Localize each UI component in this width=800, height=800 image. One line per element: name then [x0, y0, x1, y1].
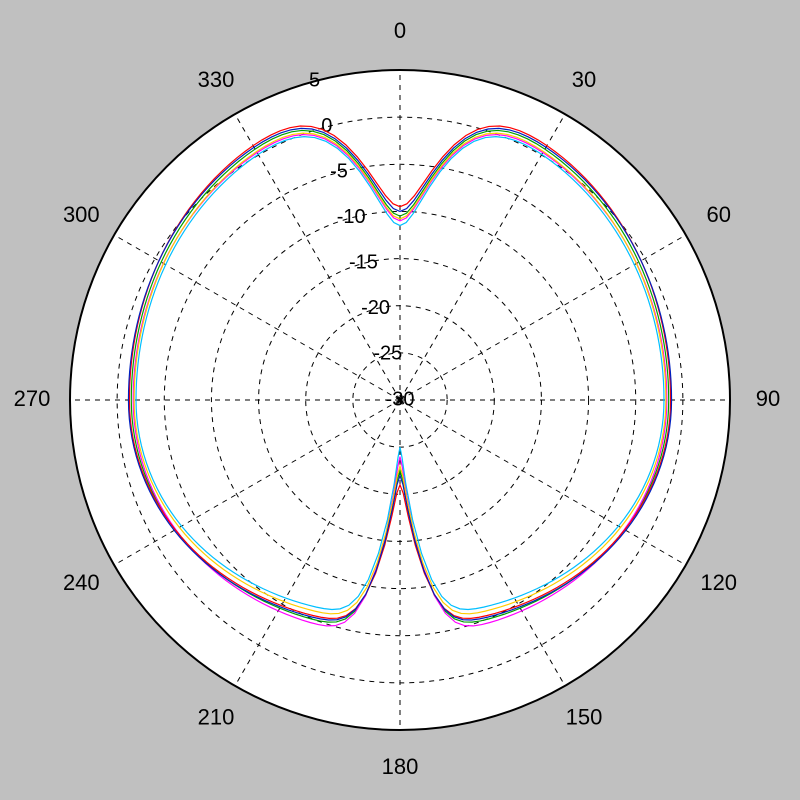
angle-tick-label: 210 — [198, 705, 235, 730]
angle-tick-label: 180 — [382, 754, 419, 779]
angle-tick-label: 30 — [572, 67, 596, 92]
radial-tick-label: -20 — [361, 297, 390, 319]
polar-chart: 0 30 60 90 120 150 180 210 240 270 300 330 -30 -25 -20… — [0, 0, 800, 800]
angle-tick-label: 0 — [394, 18, 406, 43]
radial-tick-label: -5 — [330, 161, 348, 183]
radial-tick-label: -30 — [386, 388, 415, 410]
radial-tick-label: -15 — [349, 252, 378, 274]
angle-tick-label: 330 — [198, 67, 235, 92]
angle-tick-label: 240 — [63, 570, 100, 595]
radial-tick-label: -10 — [337, 206, 366, 228]
radial-tick-label: -25 — [373, 343, 402, 365]
angle-tick-label: 90 — [756, 386, 780, 411]
angle-tick-label: 300 — [63, 202, 100, 227]
angle-tick-label: 150 — [566, 705, 603, 730]
angle-tick-label: 120 — [700, 570, 737, 595]
angle-tick-label: 60 — [706, 202, 730, 227]
angle-tick-label: 270 — [14, 386, 51, 411]
radial-tick-label: 5 — [309, 70, 320, 92]
